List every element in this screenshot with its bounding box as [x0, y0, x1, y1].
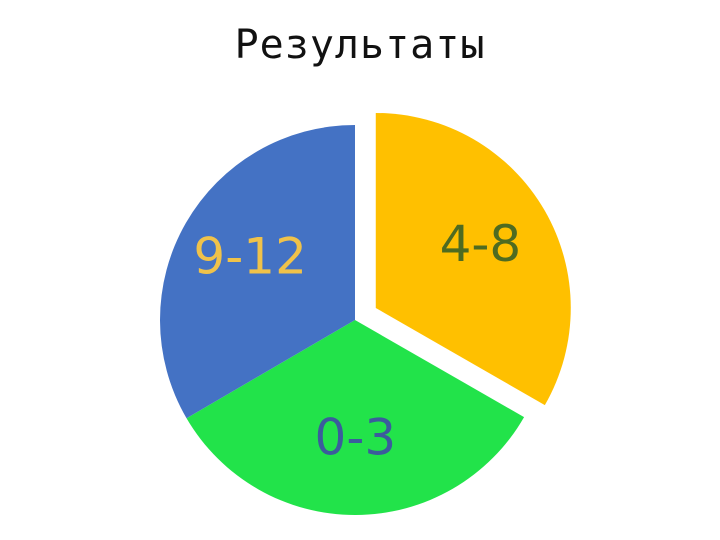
pie-label-9-12: 9-12: [193, 227, 306, 285]
pie-slice-0-3: [186, 320, 525, 515]
pie-label-4-8: 4-8: [440, 215, 522, 273]
chart-title: Результаты: [234, 22, 486, 68]
pie-slices: [159, 112, 571, 515]
pie-labels: 4-8 0-3 9-12: [193, 215, 521, 466]
pie-slice-4-8: [375, 112, 571, 406]
pie-label-0-3: 0-3: [315, 408, 397, 466]
pie-slice-9-12: [159, 125, 355, 419]
